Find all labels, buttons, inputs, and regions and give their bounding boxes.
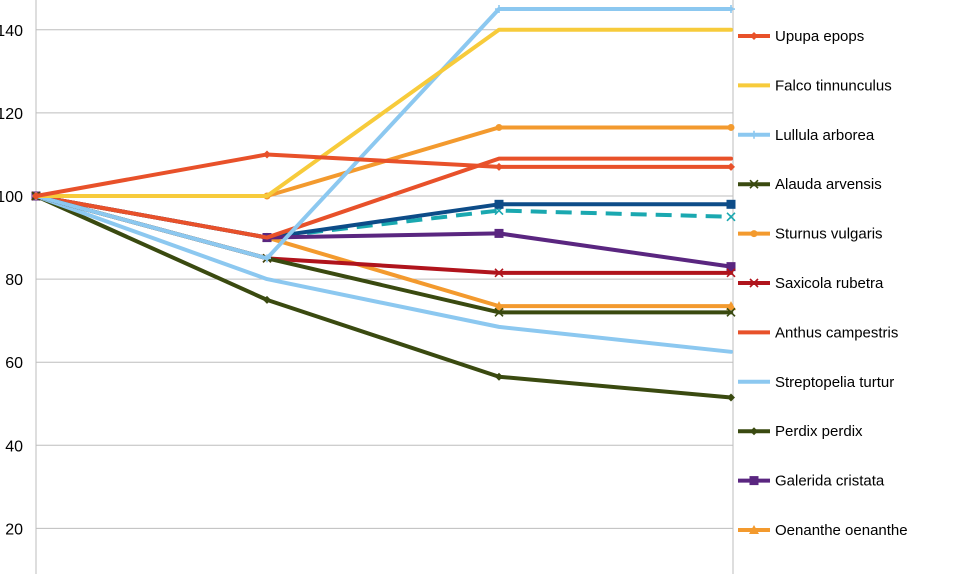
series-10-point-3 <box>494 228 504 238</box>
series-line-8 <box>34 194 733 354</box>
series-4-point-3 <box>494 307 504 317</box>
legend-marker-1 <box>750 32 758 40</box>
legend-label-4: Alauda arvensis <box>775 176 882 193</box>
legend-item-5: Sturnus vulgaris <box>738 226 883 243</box>
legend-item-9: Perdix perdix <box>738 423 863 440</box>
series-13-point-4 <box>726 212 736 222</box>
legend-item-1: Upupa epops <box>738 28 864 45</box>
series-line-3 <box>34 7 733 261</box>
legend-marker-6 <box>749 278 759 288</box>
y-tick-label-60: 60 <box>5 355 23 372</box>
series-10-point-4 <box>726 262 736 272</box>
series-3-point-4 <box>727 5 735 14</box>
legend-item-11: Oenanthe oenanthe <box>738 522 908 539</box>
legend-label-7: Anthus campestris <box>775 324 898 341</box>
legend-marker-3 <box>750 130 758 139</box>
y-tick-label-40: 40 <box>5 438 23 455</box>
series-5-point-4 <box>727 123 735 131</box>
legend-item-2: Falco tinnunculus <box>738 77 892 94</box>
series-line-13 <box>35 194 732 240</box>
series-line-2 <box>34 27 733 198</box>
legend-item-4: Alauda arvensis <box>738 176 882 193</box>
legend-marker-10 <box>749 476 759 486</box>
series-line-1 <box>34 152 733 198</box>
legend-marker-11 <box>749 525 759 534</box>
legend-label-9: Perdix perdix <box>775 423 863 440</box>
legend-item-10: Galerida cristata <box>738 473 885 490</box>
y-tick-label-100: 100 <box>0 189 23 206</box>
series-12-point-3 <box>494 199 504 209</box>
legend-marker-4 <box>749 179 759 189</box>
y-tick-label-120: 120 <box>0 106 23 123</box>
series-11-point-3 <box>494 301 504 311</box>
gridlines <box>36 29 733 529</box>
legend-marker-9 <box>750 427 758 436</box>
legend-label-5: Sturnus vulgaris <box>775 226 883 243</box>
series-12-point-4 <box>726 199 736 209</box>
legend: Upupa epops Falco tinnunculus Lullula arbo… <box>738 28 908 539</box>
series-5-point-3 <box>495 123 503 131</box>
series-8 <box>34 194 733 354</box>
legend-item-3: Lullula arborea <box>738 127 875 144</box>
series-11-point-4 <box>726 301 736 311</box>
series-4-point-4 <box>726 307 736 317</box>
series-1-point-2 <box>263 150 271 159</box>
y-axis: 20 40 60 80 100 120 140 <box>0 0 734 574</box>
legend-label-6: Saxicola rubetra <box>775 275 884 292</box>
series-9-point-2 <box>263 295 271 304</box>
series-3-point-2 <box>263 254 271 263</box>
series-9-point-3 <box>495 372 503 381</box>
legend-label-1: Upupa epops <box>775 28 864 45</box>
series-7 <box>34 156 733 240</box>
series-lines <box>31 5 736 402</box>
series-1-point-4 <box>727 162 735 171</box>
y-tick-label-20: 20 <box>5 521 23 538</box>
series-1-point-3 <box>495 162 503 171</box>
series-4 <box>31 191 736 317</box>
series-line-9 <box>34 194 733 400</box>
legend-marker-5 <box>750 230 758 238</box>
legend-item-7: Anthus campestris <box>738 324 898 341</box>
legend-label-3: Lullula arborea <box>775 127 875 144</box>
series-2 <box>34 27 733 198</box>
y-tick-label-80: 80 <box>5 272 23 289</box>
legend-item-6: Saxicola rubetra <box>738 275 884 292</box>
legend-label-2: Falco tinnunculus <box>775 77 892 94</box>
series-line-7 <box>34 156 733 240</box>
legend-label-8: Streptopelia turtur <box>775 374 894 391</box>
series-1 <box>32 150 735 200</box>
legend-item-8: Streptopelia turtur <box>738 374 894 391</box>
series-9-point-4 <box>727 393 735 402</box>
series-6-point-4 <box>726 268 736 278</box>
series-line-10 <box>34 194 733 269</box>
series-1-point-1 <box>32 192 40 200</box>
series-6-point-3 <box>494 268 504 278</box>
legend-label-11: Oenanthe oenanthe <box>775 522 908 539</box>
series-3-point-3 <box>495 5 503 14</box>
legend-label-10: Galerida cristata <box>775 473 885 490</box>
y-tick-label-140: 140 <box>0 23 23 40</box>
